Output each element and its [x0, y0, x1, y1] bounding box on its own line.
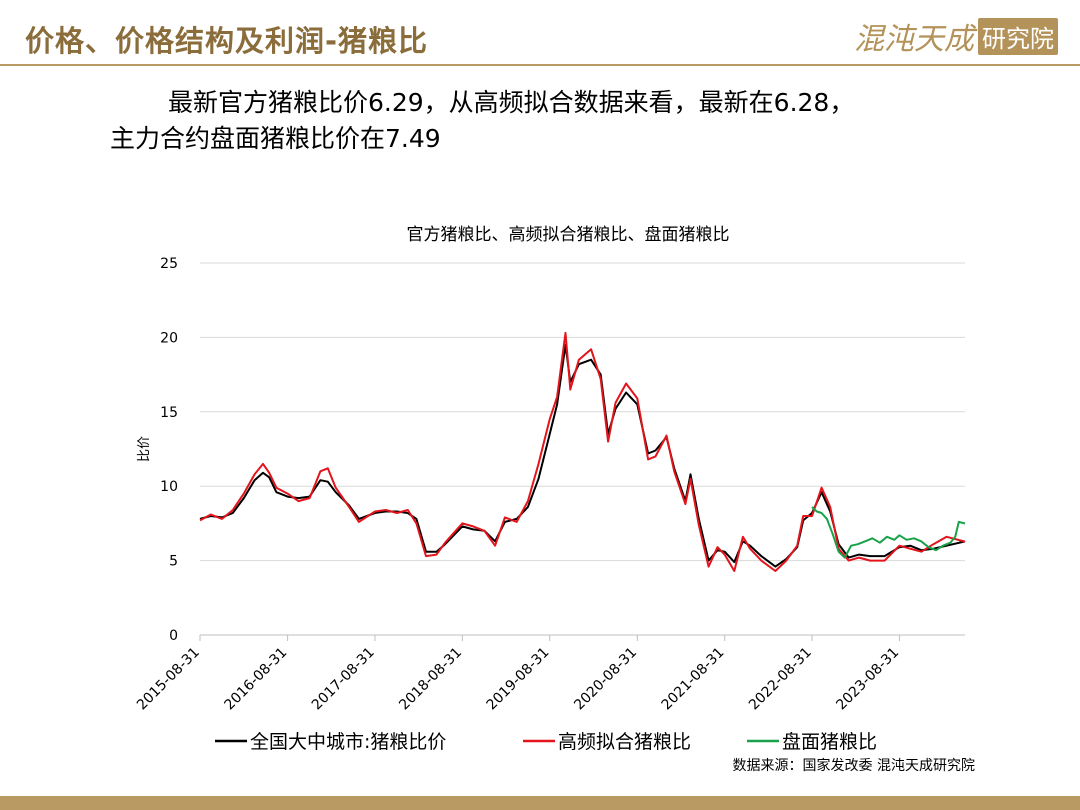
legend-label-1: 全国大中城市:猪粮比价 — [250, 731, 446, 753]
summary-text: 最新官方猪粮比价6.29，从高频拟合数据来看，最新在6.28， 主力合约盘面猪粮… — [110, 85, 1010, 157]
y-axis: 0 5 10 15 20 25 比价 — [137, 256, 178, 644]
legend-label-3: 盘面猪粮比 — [782, 731, 877, 753]
x-tick-label: 2016-08-31 — [222, 645, 291, 714]
chart-title: 官方猪粮比、高频拟合猪粮比、盘面猪粮比 — [407, 225, 730, 245]
header-divider — [0, 64, 1080, 66]
footer-bar — [0, 796, 1080, 810]
series-line-3 — [811, 506, 966, 559]
y-axis-label: 比价 — [137, 436, 152, 462]
x-tick-label: 2017-08-31 — [309, 645, 378, 714]
summary-line-2: 主力合约盘面猪粮比价在7.49 — [110, 124, 441, 153]
legend: 全国大中城市:猪粮比价 高频拟合猪粮比 盘面猪粮比 — [215, 731, 877, 753]
x-tick-label: 2020-08-31 — [571, 645, 640, 714]
x-tick-label: 2023-08-31 — [833, 645, 902, 714]
source-note: 数据来源：国家发改委 混沌天成研究院 — [733, 757, 975, 774]
summary-line-1: 最新官方猪粮比价6.29，从高频拟合数据来看，最新在6.28， — [168, 88, 855, 117]
y-tick-label: 25 — [160, 256, 178, 272]
logo-text: 混沌天成 — [854, 22, 974, 57]
y-tick-label: 5 — [169, 554, 178, 570]
x-tick-label: 2022-08-31 — [746, 645, 815, 714]
x-tick-label: 2019-08-31 — [484, 645, 553, 714]
series-line-1 — [199, 343, 966, 568]
y-tick-label: 20 — [160, 330, 178, 346]
x-tick-label: 2015-08-31 — [134, 645, 203, 714]
x-tick-label: 2021-08-31 — [659, 645, 728, 714]
page-title: 价格、价格结构及利润-猪粮比 — [25, 24, 429, 58]
x-axis: 2015-08-31 2016-08-31 2017-08-31 2018-08-31… — [134, 634, 965, 714]
y-tick-label: 10 — [160, 479, 178, 495]
series-line-2 — [199, 331, 966, 572]
y-tick-label: 15 — [160, 405, 178, 421]
legend-label-2: 高频拟合猪粮比 — [558, 731, 691, 753]
series-layer — [199, 331, 966, 572]
company-logo: 混沌天成 研究院 — [854, 14, 1058, 58]
gridlines — [200, 262, 965, 562]
y-tick-label: 0 — [169, 628, 178, 644]
x-tick-label: 2018-08-31 — [396, 645, 465, 714]
logo-box: 研究院 — [978, 17, 1058, 55]
